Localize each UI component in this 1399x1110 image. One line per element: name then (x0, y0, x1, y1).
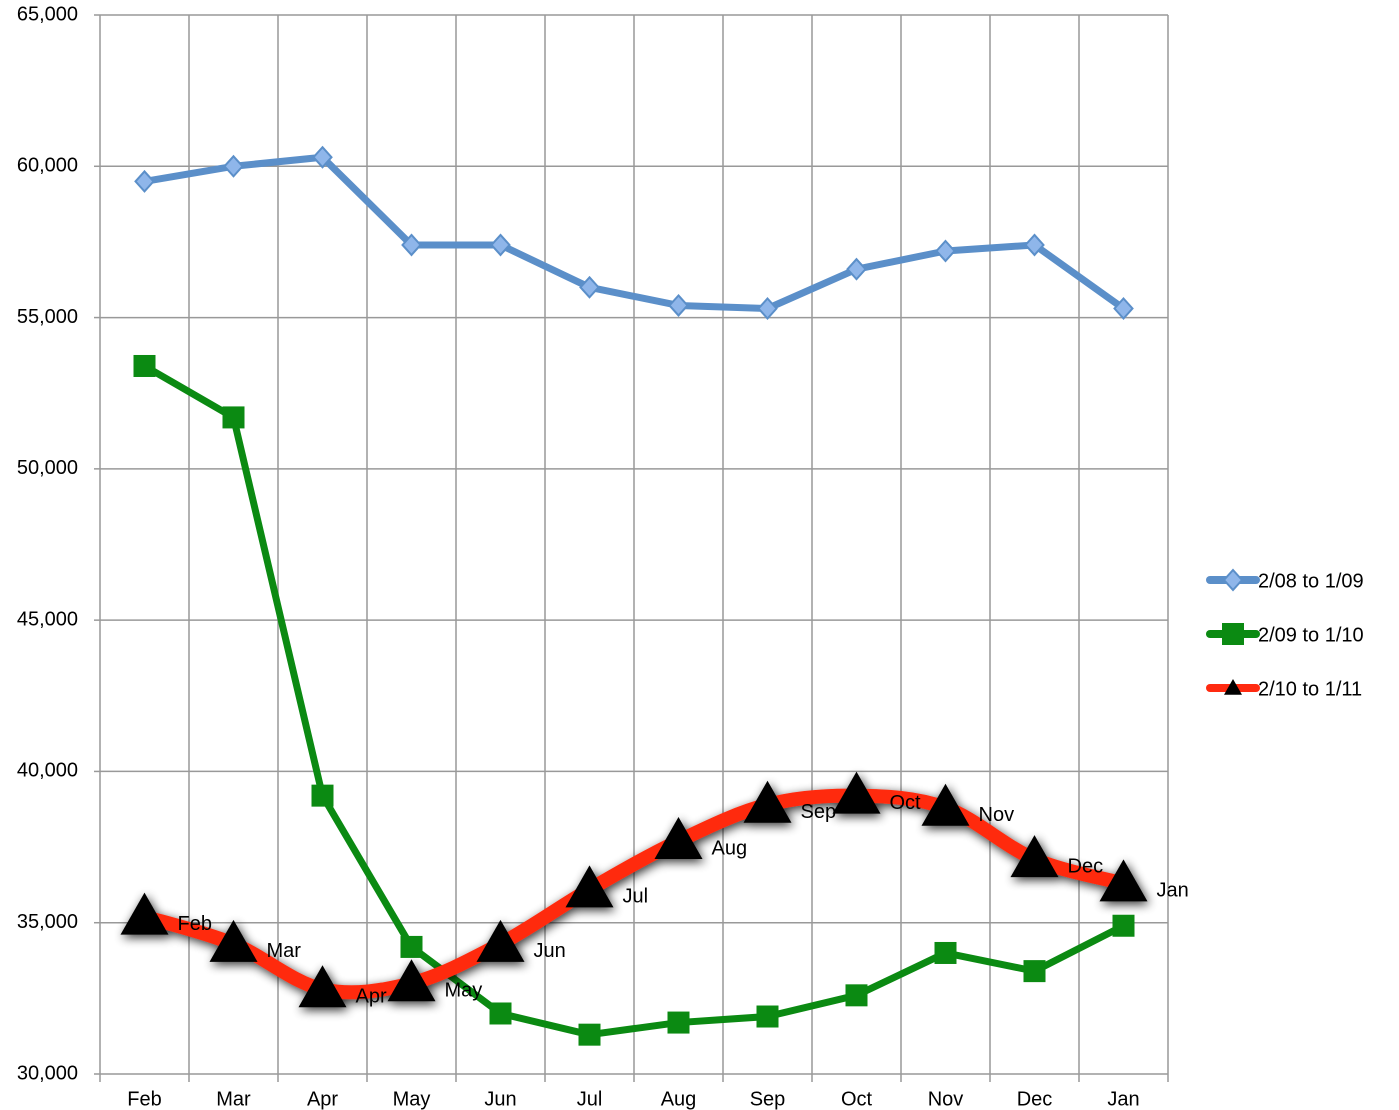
y-tick-label: 35,000 (17, 911, 78, 933)
point (1024, 233, 1045, 257)
legend-label: 2/10 to 1/11 (1258, 678, 1362, 700)
point (312, 145, 333, 169)
x-tick-label: Sep (750, 1088, 786, 1110)
point-label: Dec (1068, 855, 1104, 877)
point-label: Jan (1157, 880, 1189, 902)
point (579, 275, 600, 299)
point (1222, 568, 1244, 592)
point (400, 935, 423, 958)
point (757, 296, 778, 320)
series-line (141, 362, 1127, 1039)
point-label: Jun (534, 940, 566, 962)
y-tick-label: 40,000 (17, 760, 78, 782)
point (667, 1011, 690, 1034)
point (222, 406, 245, 429)
y-tick-label: 30,000 (17, 1062, 78, 1084)
point-label: Aug (712, 837, 748, 859)
point (401, 233, 422, 257)
point (756, 1005, 779, 1028)
x-tick-label: Jun (484, 1088, 516, 1110)
x-tick-label: Mar (216, 1088, 251, 1110)
point-label: Mar (267, 940, 302, 962)
point (387, 959, 436, 1002)
point (565, 865, 614, 908)
point (921, 783, 970, 826)
point (743, 780, 792, 823)
series (120, 771, 1148, 1008)
x-tick-label: Jan (1107, 1088, 1139, 1110)
y-tick-label: 45,000 (17, 608, 78, 630)
point (578, 1023, 601, 1046)
point (1222, 623, 1244, 645)
point (934, 941, 957, 964)
point (134, 169, 155, 193)
point-label: May (445, 980, 483, 1002)
point (476, 919, 525, 962)
x-tick-label: Oct (841, 1088, 873, 1110)
point-label: Feb (178, 913, 212, 935)
point (668, 293, 689, 317)
point (298, 965, 347, 1008)
point (223, 154, 244, 178)
x-tick-label: May (393, 1088, 431, 1110)
series-line (141, 153, 1127, 312)
point-label: Sep (801, 801, 837, 823)
x-tick-label: Feb (127, 1088, 161, 1110)
point (1023, 960, 1046, 983)
point (1010, 835, 1059, 878)
point (846, 257, 867, 281)
point (1224, 679, 1242, 695)
x-tick-label: Aug (661, 1088, 697, 1110)
point (133, 354, 156, 377)
point-label: Nov (979, 804, 1015, 826)
point (845, 984, 868, 1007)
point (1113, 296, 1134, 320)
x-tick-label: Apr (307, 1088, 338, 1110)
legend-label: 2/09 to 1/10 (1258, 624, 1364, 646)
y-tick-label: 55,000 (17, 306, 78, 328)
x-tick-label: Nov (928, 1088, 964, 1110)
legend-label: 2/08 to 1/09 (1258, 570, 1364, 592)
y-tick-label: 65,000 (17, 3, 78, 25)
series (133, 354, 1135, 1046)
y-tick-label: 60,000 (17, 155, 78, 177)
point (1112, 914, 1135, 937)
point (311, 784, 334, 807)
point (489, 1002, 512, 1025)
y-tick-label: 50,000 (17, 457, 78, 479)
x-tick-label: Dec (1017, 1088, 1053, 1110)
point (1099, 859, 1148, 902)
point (935, 239, 956, 263)
point (654, 817, 703, 860)
point-label: Oct (890, 792, 922, 814)
point (209, 919, 258, 962)
x-tick-label: Jul (577, 1088, 603, 1110)
point-label: Apr (356, 986, 387, 1008)
point (832, 771, 881, 814)
point-label: Jul (623, 886, 649, 908)
series (134, 145, 1134, 320)
point (120, 892, 169, 935)
point (490, 233, 511, 257)
